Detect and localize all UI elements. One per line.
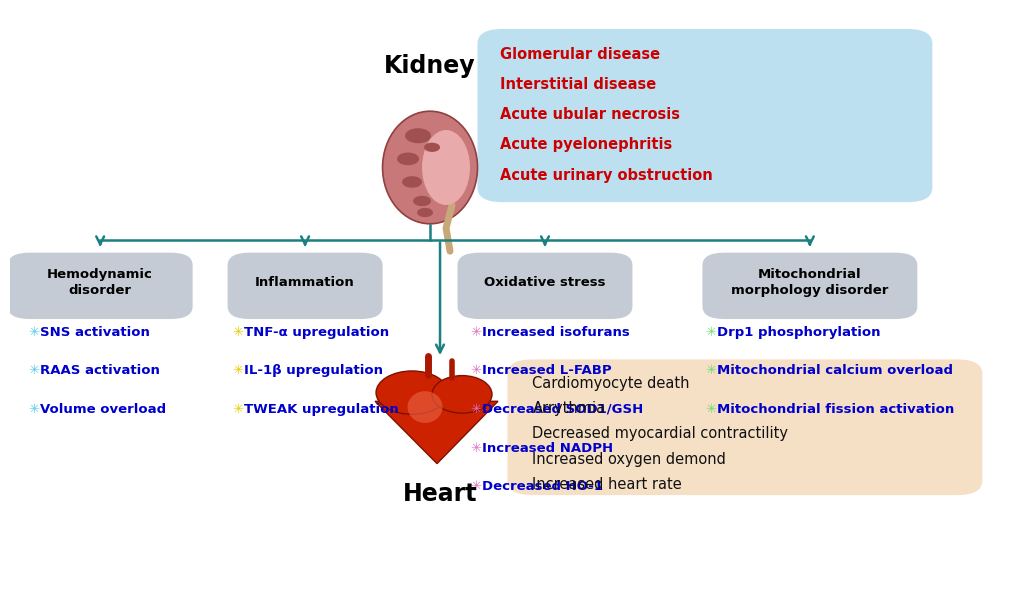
Text: Heart: Heart <box>403 482 477 505</box>
Ellipse shape <box>432 376 491 413</box>
Text: ✳: ✳ <box>29 364 40 377</box>
Text: ✳: ✳ <box>470 403 481 416</box>
Text: Mitochondrial
morphology disorder: Mitochondrial morphology disorder <box>731 269 888 297</box>
Text: Hemodynamic
disorder: Hemodynamic disorder <box>47 269 153 297</box>
Text: RAAS activation: RAAS activation <box>40 364 160 377</box>
Text: ✳: ✳ <box>470 364 481 377</box>
Text: Acute pyelonephritis: Acute pyelonephritis <box>499 137 672 153</box>
Text: Increased oxygen demond: Increased oxygen demond <box>532 452 726 467</box>
Text: Interstitial disease: Interstitial disease <box>499 78 655 92</box>
FancyBboxPatch shape <box>477 29 931 202</box>
Text: ✳: ✳ <box>470 442 481 455</box>
Circle shape <box>401 176 422 188</box>
Text: Acute urinary obstruction: Acute urinary obstruction <box>499 167 711 183</box>
Text: Glomerular disease: Glomerular disease <box>499 48 659 62</box>
Text: TWEAK upregulation: TWEAK upregulation <box>244 403 398 416</box>
Text: ✳: ✳ <box>232 403 243 416</box>
Text: ✳: ✳ <box>470 480 481 493</box>
Text: ✳: ✳ <box>704 326 715 339</box>
Text: ✳: ✳ <box>470 326 481 339</box>
Text: Drp1 phosphorylation: Drp1 phosphorylation <box>716 326 879 339</box>
Text: Volume overload: Volume overload <box>40 403 166 416</box>
Text: ✳: ✳ <box>704 403 715 416</box>
Text: Increased L-FABP: Increased L-FABP <box>482 364 611 377</box>
Text: Acute ubular necrosis: Acute ubular necrosis <box>499 107 679 123</box>
Text: TNF-α upregulation: TNF-α upregulation <box>244 326 389 339</box>
Text: SNS activation: SNS activation <box>40 326 150 339</box>
Ellipse shape <box>422 130 470 205</box>
Circle shape <box>424 143 439 152</box>
Circle shape <box>413 196 431 206</box>
Polygon shape <box>375 401 497 464</box>
Text: Cardiomyocyte death: Cardiomyocyte death <box>532 376 689 391</box>
FancyBboxPatch shape <box>702 253 916 319</box>
Ellipse shape <box>382 111 477 224</box>
Circle shape <box>417 208 433 217</box>
Text: Mitochondrial fission activation: Mitochondrial fission activation <box>716 403 953 416</box>
Text: ✳: ✳ <box>704 364 715 377</box>
Text: Mitochondrial calcium overload: Mitochondrial calcium overload <box>716 364 952 377</box>
Circle shape <box>396 153 419 165</box>
Ellipse shape <box>408 391 442 423</box>
Ellipse shape <box>376 371 447 414</box>
Text: ✳: ✳ <box>29 403 40 416</box>
Circle shape <box>405 128 431 143</box>
Text: Decreased myocardial contractility: Decreased myocardial contractility <box>532 426 788 441</box>
Text: IL-1β upregulation: IL-1β upregulation <box>244 364 383 377</box>
FancyBboxPatch shape <box>507 359 981 495</box>
Text: ✳: ✳ <box>232 326 243 339</box>
Text: Oxidative stress: Oxidative stress <box>484 276 605 289</box>
Text: Arrythmia: Arrythmia <box>532 401 605 416</box>
Text: Increased NADPH: Increased NADPH <box>482 442 612 455</box>
Text: Increased isofurans: Increased isofurans <box>482 326 629 339</box>
Text: ✳: ✳ <box>29 326 40 339</box>
FancyBboxPatch shape <box>8 253 193 319</box>
FancyBboxPatch shape <box>458 253 632 319</box>
FancyBboxPatch shape <box>227 253 382 319</box>
Text: Decreased HO-1: Decreased HO-1 <box>482 480 602 493</box>
Text: Kidney: Kidney <box>384 55 476 78</box>
Text: ✳: ✳ <box>232 364 243 377</box>
Text: Increased heart rate: Increased heart rate <box>532 477 682 492</box>
Text: Inflammation: Inflammation <box>255 276 355 289</box>
Text: Decreased SOD1/GSH: Decreased SOD1/GSH <box>482 403 643 416</box>
